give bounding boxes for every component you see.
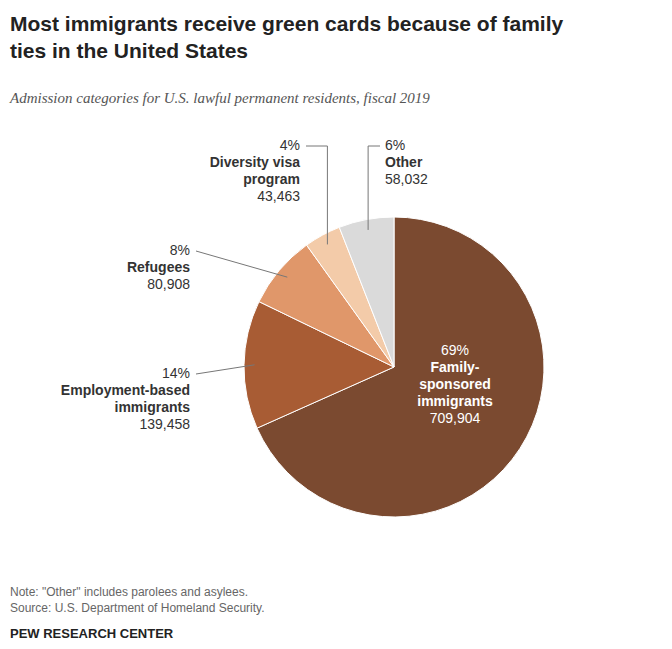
svg-text:14%Employment-basedimmigrants1: 14%Employment-basedimmigrants139,458 (61, 365, 190, 432)
svg-text:6%Other58,032: 6%Other58,032 (385, 137, 428, 187)
svg-text:4%Diversity visaprogram43,463: 4%Diversity visaprogram43,463 (210, 137, 301, 204)
svg-text:69%Family-sponsoredimmigrants7: 69%Family-sponsoredimmigrants709,904 (417, 342, 493, 426)
html-text:Note: "Other" includes parolee: Note: "Other" includes parolees and asyl… (10, 585, 248, 599)
svg-text:8%Refugees80,908: 8%Refugees80,908 (127, 242, 190, 292)
html-text:Source: U.S. Department of Hom: Source: U.S. Department of Homeland Secu… (10, 601, 265, 615)
html-text:Most immigrants receive green: Most immigrants receive green cards beca… (10, 12, 564, 62)
html-text:Admission categories for U.S.: Admission categories for U.S. lawful per… (10, 90, 430, 106)
html-text:PEW RESEARCH CENTER: PEW RESEARCH CENTER (10, 626, 174, 641)
